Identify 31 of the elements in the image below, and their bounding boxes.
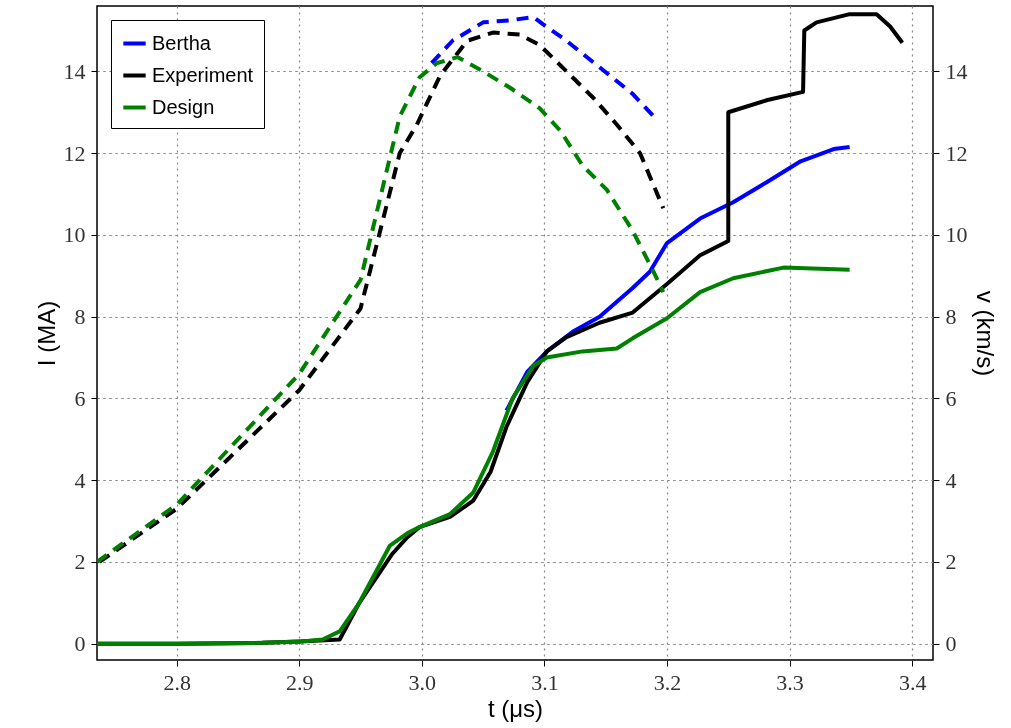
y2-axis-title: v (km/s) — [971, 290, 999, 377]
legend-label: Experiment — [152, 63, 254, 86]
line-series — [429, 15, 657, 120]
y2-tick-label: 14 — [945, 58, 968, 84]
y2-tick-label: 2 — [945, 549, 957, 575]
y-tick-label: 14 — [63, 58, 86, 84]
y-tick-label: 0 — [74, 631, 86, 657]
y2-tick-label: 0 — [945, 631, 957, 657]
x-tick-label: 2.9 — [286, 669, 314, 695]
y2-tick-label: 8 — [945, 304, 957, 330]
y-tick-label: 8 — [74, 304, 86, 330]
y-tick-label: 12 — [63, 140, 86, 166]
y-axis-title: I (MA) — [32, 300, 60, 367]
x-axis-title: t (μs) — [487, 694, 544, 722]
y-tick-label: 10 — [63, 222, 86, 248]
x-tick-label: 2.8 — [163, 669, 191, 695]
y-tick-label: 2 — [74, 549, 86, 575]
y2-tick-label: 4 — [945, 467, 957, 493]
y2-tick-label: 10 — [945, 222, 968, 248]
x-tick-label: 3.4 — [898, 669, 927, 695]
x-tick-label: 3.0 — [408, 669, 437, 695]
legend-label: Design — [152, 95, 215, 118]
y2-tick-label: 12 — [945, 140, 968, 166]
x-tick-label: 3.1 — [531, 669, 559, 695]
x-tick-label: 3.3 — [776, 669, 804, 695]
legend-label: Bertha — [152, 31, 212, 54]
y-tick-label: 6 — [74, 385, 86, 411]
y2-tick-label: 6 — [945, 385, 957, 411]
x-tick-label: 3.2 — [653, 669, 682, 695]
y-tick-label: 4 — [74, 467, 86, 493]
line-series — [97, 265, 852, 646]
